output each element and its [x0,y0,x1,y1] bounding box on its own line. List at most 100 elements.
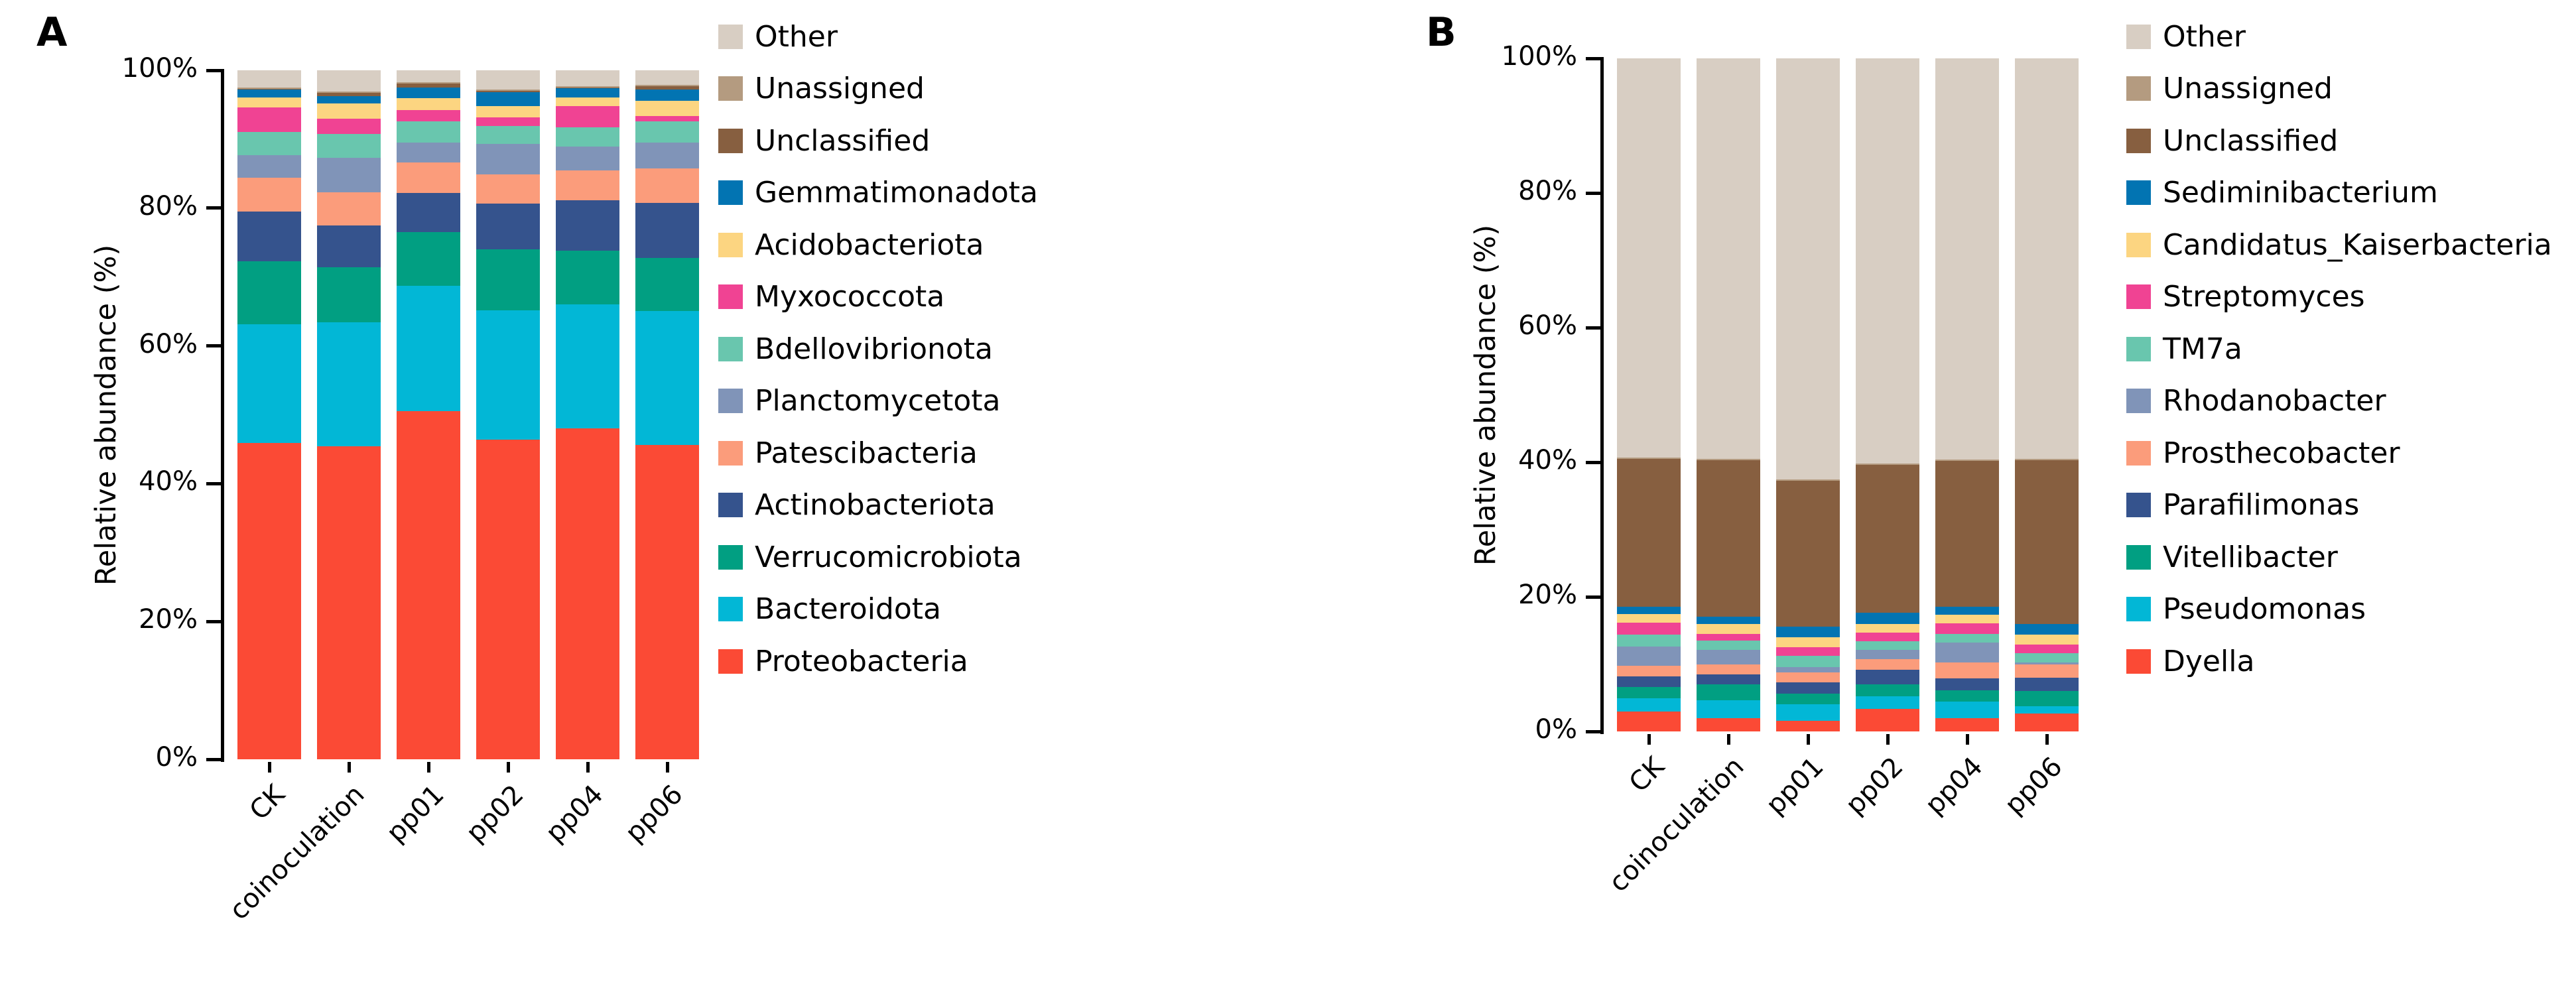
bar-segment-TM7a [2015,653,2079,662]
legend-label: Other [755,19,838,54]
y-axis-line [221,69,224,762]
x-tick [586,762,590,773]
legend-label: Candidatus_Kaiserbacteria [2163,227,2552,262]
bar-segment-Gemmatimonadota [476,92,540,107]
bar-segment-Unclassified [1697,460,1760,617]
bar-segment-Streptomyces [1935,623,1999,634]
y-tick-label: 20% [139,604,198,635]
bar-pp04 [1935,58,1999,731]
bar-segment-Other [397,70,460,82]
bar-segment-Bdellovibrionota [237,131,301,155]
legend-label: Bdellovibrionota [755,332,994,366]
legend-swatch-icon [718,24,743,49]
bar-segment-Acidobacteriota [317,103,381,119]
bar-segment-Proteobacteria [397,411,460,759]
bar-segment-Myxococcota [556,106,619,128]
bar-segment-Acidobacteriota [635,100,699,116]
legend-item-Candidatus_Kaiserbacteria: Candidatus_Kaiserbacteria [2126,219,2552,271]
legend-swatch-icon [718,180,743,206]
figure-canvas: { "figure": { "panel_a_label": "A", "pan… [36,9,2552,926]
legend-item-Prosthecobacter: Prosthecobacter [2126,427,2400,479]
legend-swatch-icon [2126,440,2151,466]
bar-segment-Patescibacteria [556,170,619,201]
bar-segment-Vitellibacter [1935,690,1999,702]
bar-segment-Unclassified [1935,461,1999,607]
legend-label: TM7a [2163,332,2242,366]
bar-segment-Patescibacteria [317,192,381,225]
legend-swatch-icon [2126,180,2151,206]
bar-segment-Dyella [1697,717,1760,731]
y-tick-label: 100% [1501,41,1577,72]
bar-segment-Unassigned [1617,457,1681,459]
legend-label: Rhodanobacter [2163,384,2386,418]
bar-segment-Rhodanobacter [1697,650,1760,664]
bar-segment-Other [1617,58,1681,458]
bar-segment-Unclassified [1856,465,1919,613]
legend-swatch-icon [2126,76,2151,101]
legend-label: Vitellibacter [2163,540,2338,574]
bar-segment-Bacteroidota [317,322,381,447]
y-tick-label: 0% [155,742,198,773]
bar-segment-Bdellovibrionota [317,133,381,158]
bar-segment-Candidatus_Kaiserbacteria [1617,614,1681,623]
bar-segment-Actinobacteriota [237,212,301,261]
bar-segment-Proteobacteria [237,443,301,759]
bar-coinoculation [1697,58,1760,731]
bar-segment-Other [237,70,301,88]
legend-swatch-icon [2126,336,2151,361]
bar-segment-Rhodanobacter [1776,666,1840,672]
bar-segment-Streptomyces [1856,632,1919,642]
bar-segment-Vitellibacter [1856,684,1919,697]
y-tick [206,344,221,348]
bar-segment-Bdellovibrionota [556,127,619,147]
legend-swatch-icon [2126,284,2151,310]
bar-segment-Actinobacteriota [476,203,540,250]
legend-label: Unclassified [755,123,931,158]
bar-pp04 [556,70,619,759]
bar-segment-Planctomycetota [237,155,301,178]
bar-segment-Gemmatimonadota [237,90,301,97]
bar-segment-Planctomycetota [635,143,699,168]
bar-segment-Patescibacteria [635,168,699,203]
bar-segment-Sediminibacterium [1776,626,1840,637]
bar-segment-Proteobacteria [556,428,619,759]
legend-label: Unclassified [2163,123,2339,158]
bar-segment-Gemmatimonadota [556,88,619,97]
bar-segment-Other [476,70,540,90]
bar-segment-Proteobacteria [635,445,699,759]
legend-label: Pseudomonas [2163,592,2366,627]
legend-label: Prosthecobacter [2163,436,2400,470]
bar-segment-Prosthecobacter [1776,672,1840,682]
bar-segment-Dyella [2015,713,2079,731]
bar-segment-Actinobacteriota [317,225,381,268]
bar-segment-Other [635,70,699,85]
x-tick [347,762,351,773]
bar-segment-Planctomycetota [317,158,381,192]
bar-segment-Rhodanobacter [1856,650,1919,660]
bar-segment-Verrucomicrobiota [556,251,619,305]
y-tick [1586,460,1600,464]
bar-segment-Other [317,70,381,92]
legend-item-Other: Other [718,11,838,63]
bar-segment-Parafilimonas [1776,682,1840,694]
legend-item-Vitellibacter: Vitellibacter [2126,531,2338,584]
bar-pp02 [476,70,540,759]
bar-segment-Gemmatimonadota [317,95,381,103]
bar-segment-Verrucomicrobiota [635,257,699,311]
bar-segment-Vitellibacter [1697,684,1760,701]
y-tick-label: 60% [1518,310,1577,341]
legend-item-Unclassified: Unclassified [2126,115,2338,167]
bar-segment-Unassigned [397,82,460,84]
bar-segment-TM7a [1935,633,1999,643]
y-tick [206,481,221,485]
x-tick [1886,734,1890,745]
legend-swatch-icon [2126,493,2151,518]
x-tick [665,762,669,773]
legend-label: Other [2163,19,2246,54]
bar-segment-Unassigned [237,88,301,89]
bar-segment-Unclassified [1617,459,1681,607]
bar-segment-TM7a [1776,656,1840,667]
bar-segment-Dyella [1856,708,1919,731]
legend-item-Unassigned: Unassigned [2126,63,2333,115]
bar-segment-Bdellovibrionota [476,126,540,145]
